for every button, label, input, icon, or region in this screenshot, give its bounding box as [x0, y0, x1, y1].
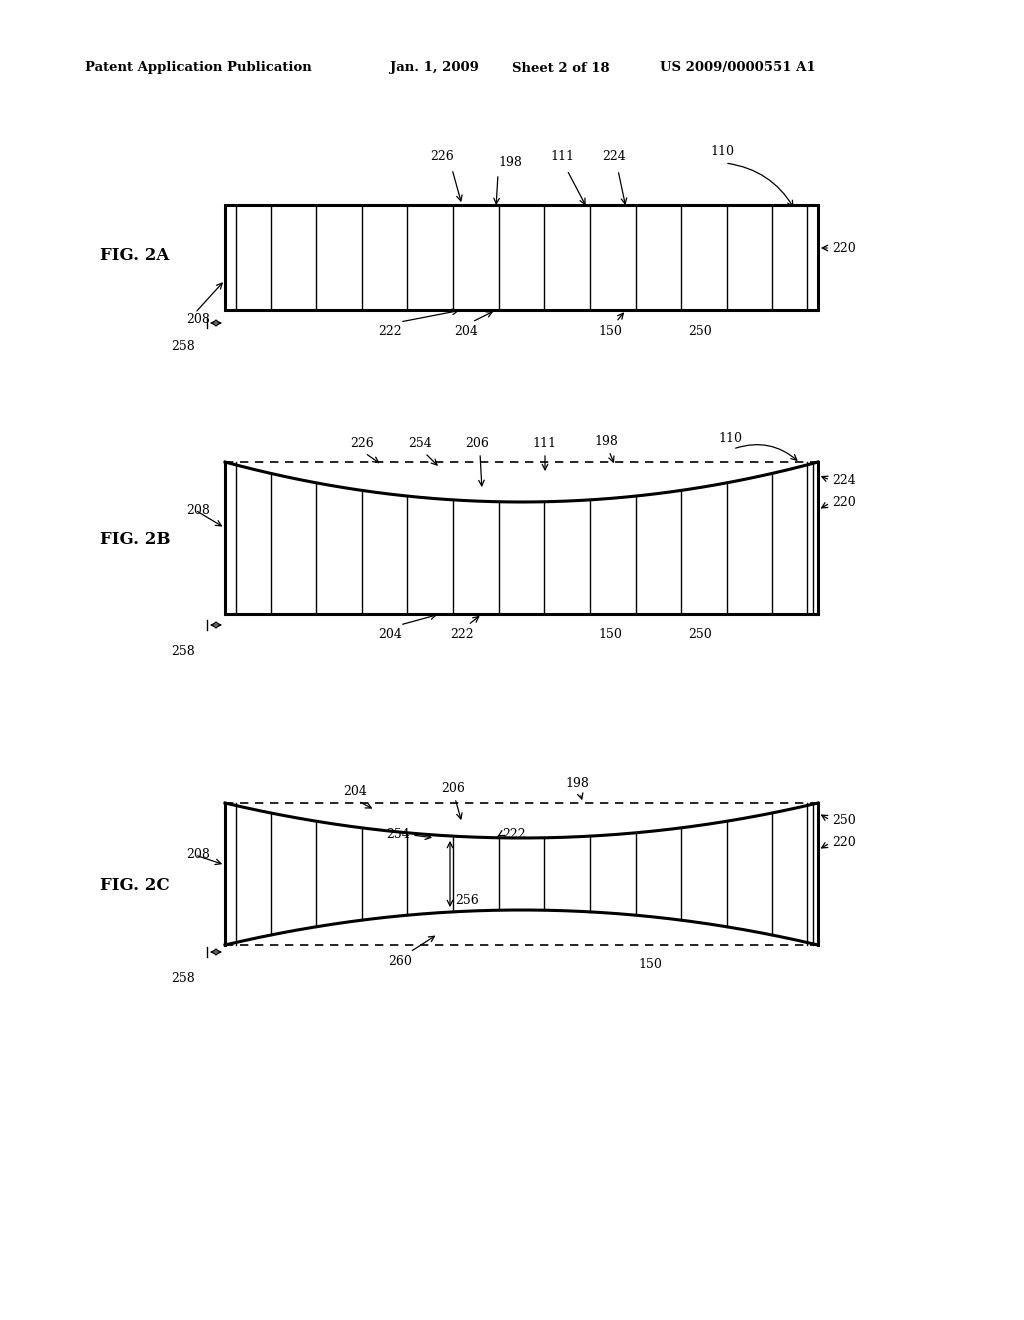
Text: 204: 204	[454, 325, 478, 338]
Text: 150: 150	[638, 958, 662, 972]
Text: 208: 208	[186, 849, 210, 862]
Text: FIG. 2A: FIG. 2A	[100, 247, 169, 264]
Text: 224: 224	[831, 474, 856, 487]
Text: Jan. 1, 2009: Jan. 1, 2009	[390, 62, 479, 74]
Text: 260: 260	[388, 954, 412, 968]
Text: Sheet 2 of 18: Sheet 2 of 18	[512, 62, 609, 74]
Bar	[225, 205, 818, 310]
Text: 110: 110	[710, 145, 734, 158]
Text: 111: 111	[532, 437, 556, 450]
Text: 250: 250	[688, 325, 712, 338]
Text: 204: 204	[378, 628, 402, 642]
Text: 224: 224	[602, 150, 626, 162]
Text: 198: 198	[498, 156, 522, 169]
Text: 258: 258	[171, 645, 195, 657]
Text: 208: 208	[186, 313, 210, 326]
Text: 208: 208	[186, 503, 210, 516]
Text: 198: 198	[594, 436, 617, 447]
Text: 198: 198	[565, 777, 589, 789]
Text: 254: 254	[386, 829, 410, 842]
Text: 250: 250	[688, 628, 712, 642]
Text: 256: 256	[455, 894, 479, 907]
Text: US 2009/0000551 A1: US 2009/0000551 A1	[660, 62, 816, 74]
Text: 222: 222	[502, 829, 525, 842]
Text: 150: 150	[598, 628, 622, 642]
Text: 111: 111	[550, 150, 574, 162]
Text: 206: 206	[465, 437, 488, 450]
Text: 220: 220	[831, 242, 856, 255]
Text: 222: 222	[451, 628, 474, 642]
Text: 226: 226	[430, 150, 454, 162]
Text: 220: 220	[831, 496, 856, 510]
Text: 258: 258	[171, 972, 195, 985]
Text: 250: 250	[831, 813, 856, 826]
Text: 254: 254	[409, 437, 432, 450]
Text: 220: 220	[831, 837, 856, 850]
Text: 204: 204	[343, 785, 367, 799]
Text: 222: 222	[378, 325, 401, 338]
Text: 150: 150	[598, 325, 622, 338]
Text: FIG. 2B: FIG. 2B	[100, 532, 171, 549]
Text: 258: 258	[171, 341, 195, 352]
Text: 226: 226	[350, 437, 374, 450]
Text: FIG. 2C: FIG. 2C	[100, 876, 170, 894]
Text: Patent Application Publication: Patent Application Publication	[85, 62, 311, 74]
Text: 206: 206	[441, 781, 465, 795]
Text: 110: 110	[718, 432, 742, 445]
